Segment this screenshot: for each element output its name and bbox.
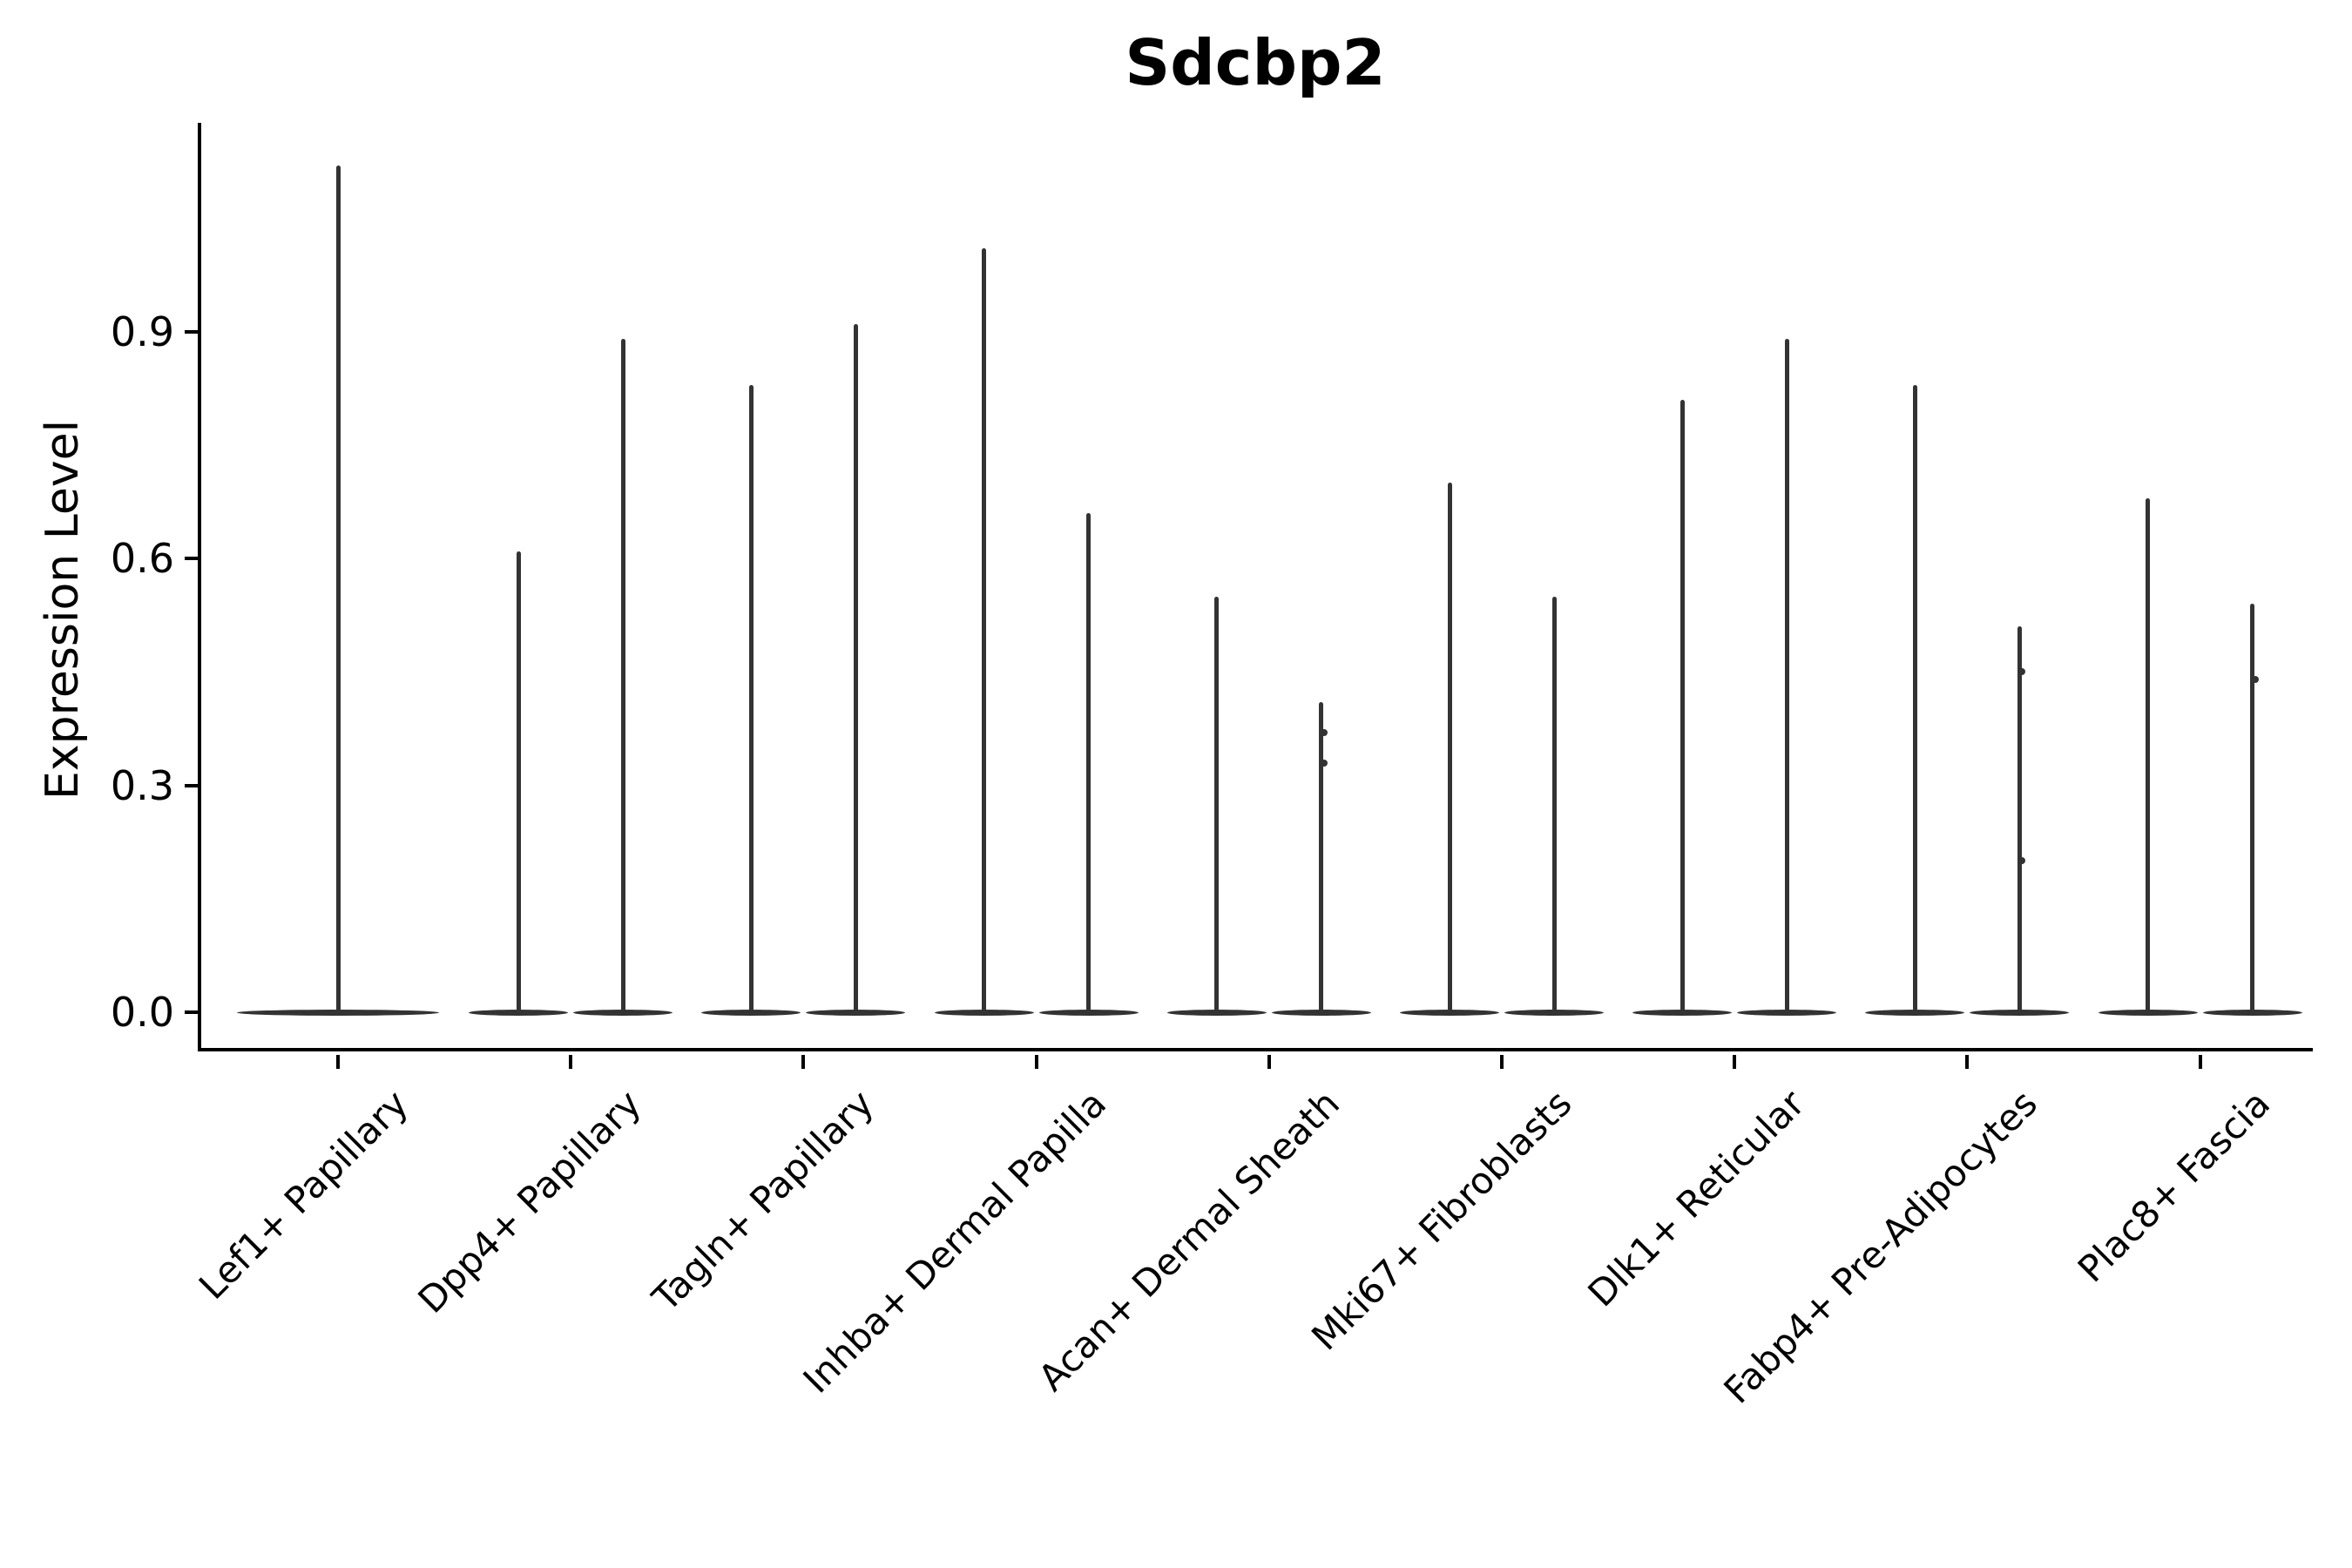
x-tick-mark	[1267, 1055, 1271, 1069]
violin-spike	[620, 339, 625, 1012]
violin-spike	[853, 324, 858, 1012]
violin-base	[1271, 1009, 1371, 1016]
y-tick-mark	[185, 557, 198, 561]
x-tick-mark	[569, 1055, 573, 1069]
x-tick-label: Lef1+ Papillary	[190, 1082, 416, 1308]
violin-base	[1166, 1009, 1267, 1016]
violin-base	[934, 1009, 1034, 1016]
x-tick-label: Dpp4+ Papillary	[409, 1082, 649, 1321]
violin-base	[1632, 1009, 1733, 1016]
violin-base	[573, 1009, 673, 1016]
violin-base	[1737, 1009, 1837, 1016]
violin-base	[1038, 1009, 1139, 1016]
violin-spike	[1319, 702, 1324, 1012]
violin-spike	[982, 248, 987, 1012]
violin-spike	[1214, 596, 1220, 1012]
violin-base	[1504, 1009, 1604, 1016]
cell-dot	[1320, 728, 1328, 736]
x-tick-label: Mki67+ Fibroblasts	[1303, 1082, 1580, 1359]
x-tick-mark	[1733, 1055, 1737, 1069]
violin-spike	[1784, 339, 1789, 1012]
x-tick-label: Dlk1+ Reticular	[1579, 1082, 1813, 1315]
violin-base	[1400, 1009, 1499, 1016]
violin-spike	[2017, 626, 2022, 1012]
violin-spike	[1680, 399, 1685, 1012]
x-tick-mark	[2198, 1055, 2202, 1069]
violin-base	[806, 1009, 906, 1016]
violin-base	[469, 1009, 569, 1016]
y-axis-label: Expression Level	[37, 419, 89, 801]
x-tick-mark	[801, 1055, 806, 1069]
y-tick-mark	[185, 1010, 198, 1014]
y-tick-label: 0.9	[110, 308, 174, 355]
violin-base	[701, 1009, 801, 1016]
violin-spike	[1912, 384, 1917, 1012]
cell-dot	[2251, 676, 2259, 684]
violin-base	[2098, 1009, 2198, 1016]
violin-spike	[335, 165, 341, 1012]
violin-spike	[2250, 604, 2255, 1012]
y-tick-label: 0.0	[110, 989, 174, 1036]
y-tick-mark	[185, 329, 198, 334]
cell-dot	[2018, 668, 2026, 676]
y-tick-label: 0.3	[110, 761, 174, 809]
x-tick-mark	[1965, 1055, 1970, 1069]
cell-dot	[1320, 759, 1328, 767]
x-tick-label: Plac8+ Fascia	[2069, 1082, 2279, 1291]
y-tick-mark	[185, 783, 198, 787]
violin-spike	[516, 551, 521, 1012]
violin-spike	[2146, 497, 2151, 1012]
x-tick-label: Tagln+ Papillary	[644, 1082, 882, 1320]
violin-spike	[1551, 596, 1557, 1012]
x-tick-mark	[1034, 1055, 1038, 1069]
y-tick-label: 0.6	[110, 535, 174, 583]
cell-dot	[2018, 857, 2026, 865]
violin-base	[1865, 1009, 1965, 1016]
violin-base	[1970, 1009, 2070, 1016]
violin-base	[237, 1009, 439, 1016]
x-tick-mark	[1500, 1055, 1504, 1069]
x-tick-mark	[336, 1055, 340, 1069]
chart-title: Sdcbp2	[1125, 26, 1386, 99]
plot-area	[198, 123, 2313, 1051]
violin-spike	[1447, 483, 1452, 1012]
violin-base	[2202, 1009, 2302, 1016]
violin-spike	[1086, 513, 1092, 1012]
violin-spike	[748, 384, 754, 1012]
